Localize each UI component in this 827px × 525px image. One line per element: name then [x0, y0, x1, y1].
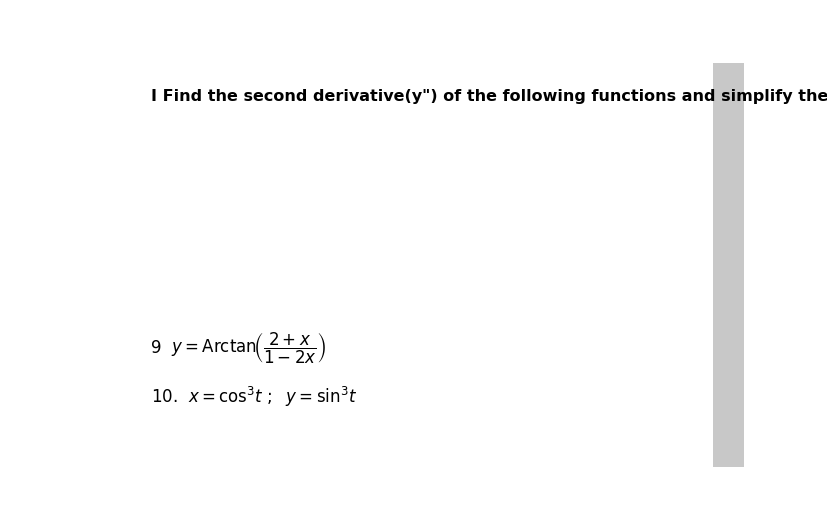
- Text: $y = \mathrm{Arctan}\!\left(\dfrac{2+x}{1-2x}\right)$: $y = \mathrm{Arctan}\!\left(\dfrac{2+x}{…: [170, 330, 326, 365]
- Text: I Find the second derivative(y") of the following functions and simplify the fin: I Find the second derivative(y") of the …: [151, 89, 827, 104]
- Bar: [713, 63, 744, 467]
- Text: 10.  $x = \cos^3\!t\ ;\ \ y = \sin^3\!t$: 10. $x = \cos^3\!t\ ;\ \ y = \sin^3\!t$: [151, 384, 357, 408]
- Text: 9: 9: [151, 339, 162, 357]
